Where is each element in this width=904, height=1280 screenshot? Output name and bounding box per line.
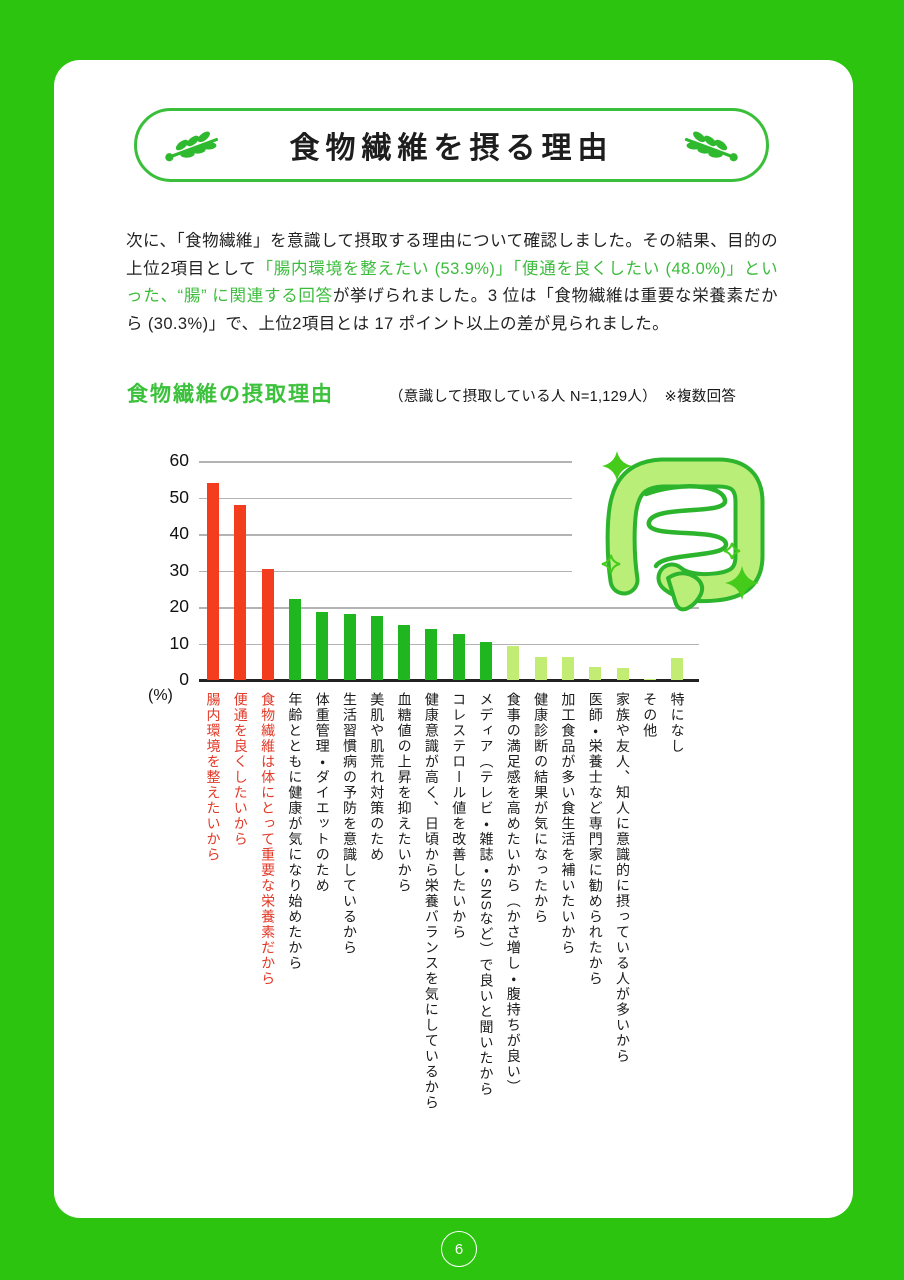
category-label: 健康意識が高く、日頃から栄養バランスを気にしているから (423, 692, 440, 1111)
y-tick-label: 60 (169, 450, 189, 470)
sparkle-icon (725, 566, 759, 600)
category-label: 美肌や肌荒れ対策のため (369, 692, 386, 863)
title-banner: 食物繊維を摂る理由 (134, 108, 769, 182)
chart-header: 食物繊維の摂取理由 （意識して摂取している人 N=1,129人） ※複数回答 (127, 378, 827, 408)
category-label: コレステロール値を改善したいから (451, 692, 468, 940)
gridline-50 (199, 497, 572, 499)
bar-14 (561, 657, 574, 680)
y-tick-label: 0 (179, 669, 189, 689)
gridline-30 (199, 570, 572, 572)
category-label: メディア（テレビ・雑誌・SNSなど）で良いと聞いたから (478, 692, 495, 1098)
bar-9 (425, 629, 438, 680)
gridline-40 (199, 534, 572, 536)
bar-chart: 0 10 20 30 40 50 60 腸内環境を整えたいから 便通を良くしたいから 食物繊維は体… (54, 440, 853, 1111)
gridline-60 (199, 461, 572, 463)
category-label: 便通を良くしたいから (232, 692, 249, 847)
chart-subtitle: （意識して摂取している人 N=1,129人） ※複数回答 (389, 389, 737, 405)
bar-5 (316, 612, 329, 680)
bar-3 (261, 569, 274, 680)
category-label: 生活習慣病の予防を意識しているから (342, 692, 358, 956)
bar-1 (207, 483, 219, 680)
category-label: 体重管理・ダイエットのため (314, 692, 331, 894)
bar-6 (343, 613, 356, 680)
category-label: 医師・栄養士など専門家に勧められたから (587, 692, 604, 987)
category-label: 年齢とともに健康が気になり始めたから (287, 692, 304, 971)
category-label: 加工食品が多い食生活を補いたいから (560, 692, 577, 956)
bar-7 (370, 616, 383, 680)
bar-10 (452, 634, 465, 680)
page-number: 6 (454, 1240, 464, 1258)
intro-text-green-highlight: 「腸内環境を整えたい (53.9%)」「便通を良くしたい (48.0%)」といっ… (126, 259, 778, 306)
page-title: 食物繊維を摂る理由 (289, 132, 614, 165)
category-label: 特になし (669, 692, 686, 754)
y-tick-label: 20 (169, 596, 189, 616)
bar-15 (589, 667, 602, 680)
content-card: 食物繊維を摂る理由 次に、「食物繊維」を意識して摂取する理由について確認しました… (54, 60, 853, 1218)
category-label: その他 (642, 692, 659, 739)
bar-17 (643, 679, 656, 680)
category-label: 血糖値の上昇を抑えたいから (396, 692, 413, 894)
bar-11 (480, 642, 492, 680)
bar-16 (616, 667, 629, 680)
sparkle-icon (723, 542, 741, 560)
y-axis-unit-label: (%) (148, 687, 173, 704)
intro-text-black-1: 次に、「食物繊維」を意識して摂取する理由について確認しました。その結果、目的の上… (126, 232, 778, 278)
leaf-branch-icon (684, 131, 738, 162)
gridline-20 (199, 607, 699, 609)
bar-2 (234, 504, 247, 680)
intro-text-black-2: が挙げられました。3 位は「食物繊維は重要な栄養素だから (30.3%)」で、上… (126, 287, 778, 333)
category-label: 家族や友人、知人に意識的に摂っている人が多いから (615, 692, 631, 1064)
chart-title: 食物繊維の摂取理由 (127, 383, 334, 406)
y-tick-label: 40 (169, 523, 189, 543)
sparkle-icon (602, 451, 632, 481)
bar-4 (288, 598, 301, 680)
bar-13 (534, 656, 547, 680)
x-axis-line (199, 679, 699, 682)
category-label: 食事の満足感を高めたいから（かさ増し・腹持ちが良い） (505, 692, 522, 1095)
page-number-badge: 6 (441, 1231, 477, 1267)
category-label: 腸内環境を整えたいから (205, 692, 222, 863)
bar-8 (398, 625, 411, 680)
y-tick-label: 10 (169, 632, 189, 653)
bar-18 (671, 658, 684, 680)
sparkle-icon (601, 554, 621, 574)
gridline-10 (199, 643, 699, 645)
category-label: 健康診断の結果が気になったから (533, 692, 550, 925)
intro-paragraph: 次に、「食物繊維」を意識して摂取する理由について確認しました。その結果、目的の上… (126, 228, 778, 338)
small-intestine-squiggle (643, 484, 729, 569)
y-tick-label: 30 (169, 559, 189, 580)
intestine-illustration (601, 451, 765, 612)
category-label: 食物繊維は体にとって重要な栄養素だから (260, 692, 277, 987)
bar-12 (507, 646, 520, 680)
y-tick-label: 50 (169, 486, 189, 507)
rectum-shape (666, 571, 705, 612)
leaf-branch-icon (165, 131, 219, 162)
